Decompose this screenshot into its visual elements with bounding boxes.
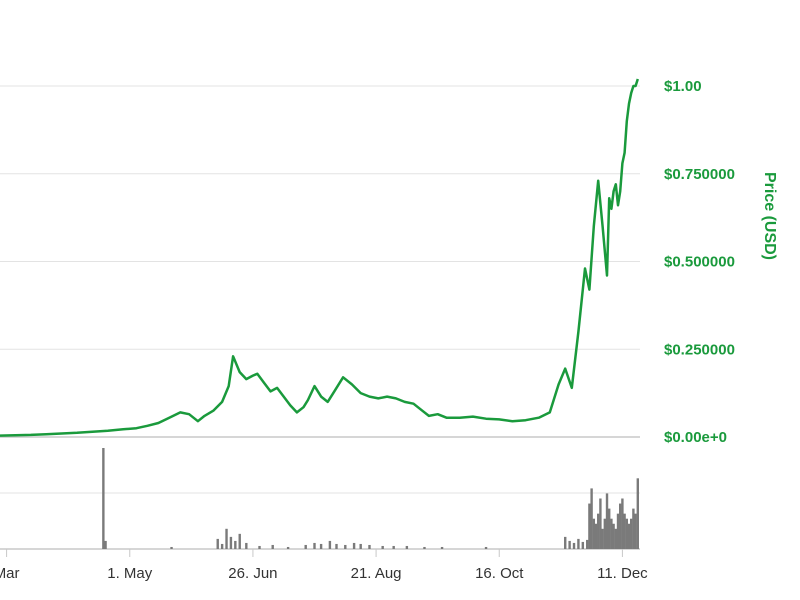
volume-bar [313,542,316,549]
y-tick-label: $0.500000 [664,254,735,271]
volume-bar [630,518,633,549]
volume-bar [423,546,426,549]
y-tick-label: $0.00e+0 [664,429,727,446]
volume-bar [603,518,607,549]
volume-bar [616,513,620,549]
volume-bar [271,544,274,549]
volume-bar [344,544,347,549]
volume-bar [610,518,613,549]
x-tick-label: Mar [0,565,20,582]
x-tick-label: 26. Jun [228,565,277,582]
volume-bar [405,545,409,549]
x-tick-label: 21. Aug [351,565,402,582]
volume-bar [304,544,307,549]
volume-bar [597,513,600,549]
volume-bar [594,523,598,549]
volume-bar [599,498,602,549]
x-axis-ticks [6,549,623,557]
volume-bar [577,538,580,549]
volume-bar [612,523,615,549]
volume-bar [608,508,611,549]
volume-bar [225,528,228,549]
volume-bar [220,543,224,549]
volume-bar [359,543,362,549]
volume-bar [614,528,618,549]
x-tick-label: 16. Oct [475,565,524,582]
volume-bar [102,448,105,549]
volume-bar [368,544,371,549]
y-tick-label: $1.00 [664,78,702,95]
y-axis-title: Price (USD) [761,172,778,260]
volume-bar [619,503,622,549]
volume-bar [229,536,233,549]
volume-bar [286,546,290,549]
volume-bar [104,540,107,549]
volume-bar [605,493,609,549]
x-tick-label: 11. Dec [597,565,648,582]
volume-bar [234,540,237,549]
x-axis-tick-labels: Mar 1. May 26. Jun 21. Aug 16. Oct 11. Dec [0,565,648,582]
volume-bar [440,546,444,549]
volume-bar [572,542,576,549]
price-series-line [0,78,639,437]
volume-bar [484,546,488,549]
volume-bar [238,533,241,549]
volume-bar [601,528,604,549]
volume-bar [590,488,593,549]
volume-bar [623,513,626,549]
volume-gridlines [0,492,640,550]
volume-bar [568,540,571,549]
volume-bar [586,539,589,549]
volume-bar [627,523,631,549]
volume-bar [592,518,596,549]
volume-bar [258,545,261,549]
volume-bar [632,508,635,549]
volume-bar [335,543,338,549]
volume-bar [319,543,323,549]
volume-bar [564,536,567,549]
volume-bar [625,518,629,549]
y-tick-label: $0.750000 [664,166,735,183]
volume-bar [621,498,624,549]
volume-bar [381,545,384,549]
y-axis-tick-labels: $0.00e+0 $0.250000 $0.500000 $0.750000 $1.00 [664,78,735,446]
volume-bar [392,545,395,549]
y-tick-label: $0.250000 [664,341,735,358]
volume-bar [634,513,637,549]
volume-bar [216,538,219,549]
volume-bars [102,448,640,549]
volume-bar [636,478,640,549]
volume-bar [328,540,332,549]
volume-bar [588,503,591,549]
volume-bar [170,546,173,549]
price-gridlines [0,85,640,438]
volume-bar [581,541,585,549]
x-tick-label: 1. May [107,565,153,582]
volume-bar [245,542,248,549]
volume-bar [352,542,356,549]
